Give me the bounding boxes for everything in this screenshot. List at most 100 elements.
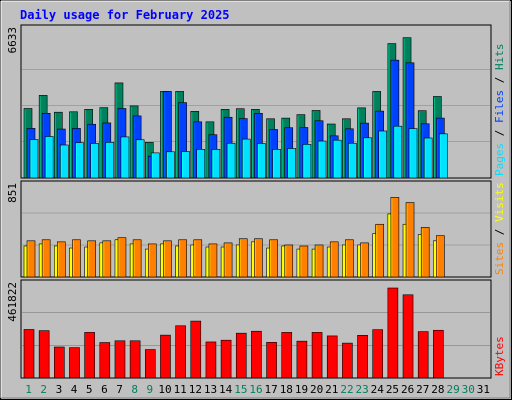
series-label-part: /: [493, 70, 506, 90]
sites-bar-day-24: [375, 223, 385, 278]
x-tick-label-1: 1: [25, 383, 32, 396]
x-tick-label-2: 2: [40, 383, 47, 396]
x-tick-label-22: 22: [340, 383, 353, 396]
bars-hits-files-pages: [23, 37, 448, 179]
kbytes-bar-day-25: [387, 287, 399, 379]
kbytes-bar-day-26: [402, 294, 414, 379]
sites-bar-day-22: [345, 239, 354, 278]
kbytes-bar-day-13: [205, 341, 217, 379]
x-tick-label-7: 7: [116, 383, 123, 396]
pages-bar-day-14: [226, 142, 236, 179]
series-label-part: Visits: [493, 182, 506, 222]
kbytes-bar-day-22: [342, 342, 353, 379]
x-tick-label-11: 11: [174, 383, 187, 396]
sites-bar-day-16: [254, 238, 263, 278]
kbytes-bar-day-20: [311, 332, 323, 379]
x-tick-label-14: 14: [219, 383, 233, 396]
kbytes-bar-day-6: [99, 342, 111, 379]
kbytes-bar-day-19: [296, 340, 308, 379]
sites-bar-day-10: [163, 240, 172, 278]
kbytes-bar-day-18: [281, 332, 293, 379]
sites-bar-day-18: [284, 244, 294, 278]
sites-bar-day-11: [178, 239, 187, 278]
sites-bar-day-27: [420, 227, 430, 278]
pages-bar-day-28: [439, 133, 448, 179]
pages-bar-day-19: [302, 144, 312, 179]
pages-bar-day-2: [44, 136, 54, 179]
x-tick-label-5: 5: [86, 383, 93, 396]
pages-bar-day-5: [90, 143, 99, 179]
x-tick-label-13: 13: [204, 383, 217, 396]
series-label: KBytes: [493, 336, 506, 376]
pages-bar-day-20: [317, 140, 327, 179]
pages-bar-day-10: [166, 151, 175, 179]
pages-bar-day-13: [211, 149, 221, 179]
kbytes-bar-day-24: [372, 329, 384, 379]
kbytes-bar-day-15: [235, 332, 247, 379]
sites-bar-day-23: [360, 242, 369, 278]
pages-bar-day-26: [408, 128, 418, 179]
pages-bar-day-27: [423, 137, 433, 179]
panel-visits-sites: 851 Sites / Visits: [6, 180, 506, 278]
x-tick-label-12: 12: [189, 383, 202, 396]
kbytes-bar-day-23: [357, 335, 368, 379]
kbytes-bar-day-28: [433, 329, 444, 379]
sites-bar-day-5: [87, 240, 96, 278]
chart-title: Daily usage for February 2025: [20, 8, 230, 22]
pages-bar-day-3: [60, 144, 69, 179]
kbytes-bar-day-11: [175, 325, 186, 379]
x-tick-label-21: 21: [325, 383, 338, 396]
pages-bar-day-1: [29, 139, 39, 179]
x-tick-label-28: 28: [431, 383, 444, 396]
panel-hits-files-pages: 6633 Pages / Files / Hits: [6, 24, 506, 179]
sites-bar-day-25: [390, 197, 400, 278]
kbytes-bar-day-8: [129, 340, 141, 379]
sites-bar-day-8: [132, 239, 142, 278]
sites-bar-day-3: [57, 241, 66, 278]
pages-bar-day-18: [287, 148, 297, 179]
x-tick-label-3: 3: [56, 383, 63, 396]
pages-bar-day-6: [105, 142, 115, 179]
x-tick-label-25: 25: [386, 383, 399, 396]
pages-bar-day-21: [332, 139, 342, 179]
sites-bar-day-7: [117, 237, 127, 278]
kbytes-bar-day-10: [160, 334, 171, 379]
chart-panels: 6633 Pages / Files / Hits 851 Sites / Visit…: [6, 24, 506, 379]
kbytes-bar-day-7: [114, 340, 126, 379]
x-tick-label-4: 4: [71, 383, 78, 396]
sites-bar-day-13: [208, 243, 218, 278]
pages-bar-day-25: [393, 125, 403, 179]
sites-bar-day-4: [72, 239, 81, 278]
kbytes-bar-day-3: [54, 346, 65, 379]
x-tick-label-8: 8: [131, 383, 138, 396]
pages-bar-day-17: [272, 149, 281, 179]
x-tick-label-16: 16: [249, 383, 262, 396]
sites-bar-day-17: [269, 239, 278, 278]
kbytes-bar-day-4: [69, 347, 80, 379]
sites-bar-day-12: [193, 239, 203, 278]
series-label-part: KBytes: [493, 336, 506, 376]
kbytes-bar-day-12: [190, 320, 202, 379]
kbytes-bar-day-2: [38, 330, 50, 379]
sites-bar-day-28: [436, 235, 445, 278]
x-tick-label-9: 9: [147, 383, 154, 396]
panel-kbytes: 461822 KBytes: [6, 279, 506, 379]
x-axis-labels: 1 2 3 4 5 6 7 8 9 10 11 12 13 14 15 16 17 18 19 20 21 22 23 24 2…: [25, 383, 490, 396]
x-tick-label-31: 31: [477, 383, 490, 396]
series-label-part: Pages: [493, 143, 506, 176]
kbytes-bar-day-27: [417, 331, 429, 379]
series-label: Pages / Files / Hits: [493, 44, 506, 177]
kbytes-bar-day-9: [144, 349, 156, 379]
x-tick-label-26: 26: [401, 383, 414, 396]
x-tick-label-6: 6: [101, 383, 108, 396]
y-max-label: 461822: [6, 282, 19, 322]
x-tick-label-10: 10: [158, 383, 171, 396]
x-tick-label-24: 24: [371, 383, 385, 396]
series-label: Sites / Visits: [493, 182, 506, 275]
kbytes-bar-day-1: [23, 329, 35, 379]
pages-bar-day-22: [348, 142, 357, 179]
sites-bar-day-19: [299, 245, 309, 278]
sites-bar-day-1: [26, 240, 36, 278]
kbytes-bar-day-16: [251, 330, 262, 379]
